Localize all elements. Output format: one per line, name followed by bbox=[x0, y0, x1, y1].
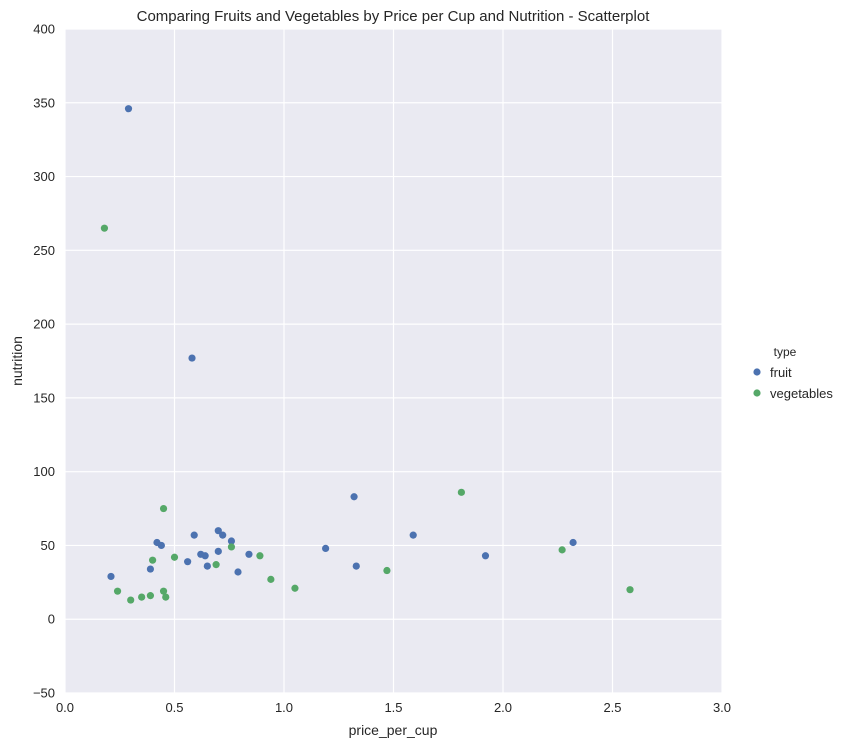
legend-marker-fruit bbox=[753, 368, 761, 376]
vegetables-point bbox=[138, 593, 146, 601]
y-tick-labels: −50 0 50 100 150 200 250 300 350 400 bbox=[33, 22, 55, 701]
x-tick-label: 0.5 bbox=[165, 700, 183, 715]
chart-title: Comparing Fruits and Vegetables by Price… bbox=[137, 8, 651, 25]
fruit-point bbox=[107, 572, 115, 581]
fruit-point bbox=[352, 562, 360, 570]
vegetables-point bbox=[100, 224, 109, 232]
legend-label-fruit: fruit bbox=[770, 365, 792, 380]
vegetables-point bbox=[383, 566, 391, 575]
fruit-point bbox=[214, 527, 222, 535]
fruit-point bbox=[124, 105, 133, 113]
x-tick-label: 2.0 bbox=[494, 700, 512, 715]
fruit-point bbox=[146, 565, 155, 573]
fruit-point bbox=[569, 538, 577, 547]
fruit-point bbox=[227, 537, 236, 545]
vegetables-point bbox=[256, 552, 264, 560]
fruit-point bbox=[203, 562, 211, 570]
fruit-point bbox=[184, 558, 192, 566]
data-points bbox=[100, 105, 634, 604]
grid-lines bbox=[64, 28, 723, 694]
vegetables-point bbox=[159, 504, 168, 513]
vegetables-point bbox=[558, 546, 566, 554]
vegetables-point bbox=[146, 592, 155, 600]
fruit-point bbox=[234, 568, 242, 576]
fruit-point bbox=[190, 531, 198, 539]
fruit-point bbox=[409, 531, 417, 539]
vegetables-point bbox=[457, 488, 465, 496]
x-tick-labels: 0.0 0.5 1.0 1.5 2.0 2.5 3.0 bbox=[56, 700, 731, 715]
vegetables-point bbox=[127, 596, 135, 604]
legend: type fruit vegetables bbox=[753, 345, 833, 401]
vegetables-point bbox=[149, 556, 157, 564]
y-tick-label: 0 bbox=[48, 612, 55, 627]
vegetables-point bbox=[113, 587, 122, 595]
fruit-point bbox=[214, 547, 222, 555]
vegetables-point bbox=[626, 586, 634, 594]
y-tick-label: 400 bbox=[33, 22, 55, 37]
y-tick-label: 200 bbox=[33, 317, 55, 332]
fruit-point bbox=[322, 544, 330, 552]
y-tick-label: 50 bbox=[41, 538, 55, 553]
y-tick-label: 250 bbox=[33, 243, 55, 258]
x-tick-label: 0.0 bbox=[56, 700, 74, 715]
y-tick-label: 100 bbox=[33, 464, 55, 479]
vegetables-point bbox=[162, 593, 170, 601]
y-tick-label: −50 bbox=[33, 686, 55, 701]
vegetables-point bbox=[170, 553, 179, 561]
vegetables-point bbox=[212, 561, 220, 569]
vegetables-point bbox=[267, 575, 275, 583]
x-axis-label: price_per_cup bbox=[349, 722, 438, 738]
vegetables-point bbox=[159, 587, 168, 595]
y-tick-label: 300 bbox=[33, 169, 55, 184]
fruit-point bbox=[157, 541, 165, 550]
x-tick-label: 1.0 bbox=[275, 700, 293, 715]
fruit-point bbox=[350, 493, 358, 501]
fruit-point bbox=[201, 552, 209, 560]
y-tick-label: 150 bbox=[33, 390, 55, 405]
fruit-point bbox=[481, 552, 490, 560]
y-axis-label: nutrition bbox=[9, 336, 25, 386]
vegetables-point bbox=[227, 543, 236, 551]
legend-title: type bbox=[774, 345, 797, 359]
fruit-point bbox=[219, 531, 227, 539]
x-tick-label: 2.5 bbox=[603, 700, 621, 715]
fruit-point bbox=[245, 550, 253, 558]
y-tick-label: 350 bbox=[33, 95, 55, 110]
legend-marker-vegetables bbox=[753, 389, 761, 397]
x-tick-label: 1.5 bbox=[384, 700, 402, 715]
vegetables-point bbox=[291, 584, 299, 592]
fruit-point bbox=[188, 354, 196, 362]
legend-label-vegetables: vegetables bbox=[770, 386, 833, 401]
x-tick-label: 3.0 bbox=[713, 700, 731, 715]
